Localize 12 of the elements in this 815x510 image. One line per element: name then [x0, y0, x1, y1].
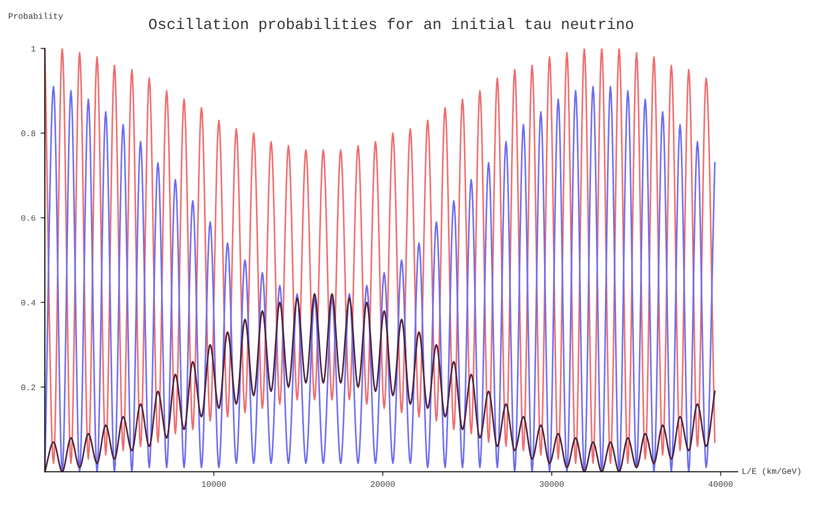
chart-title: Oscillation probabilities for an initial tau neutrino	[148, 18, 634, 32]
y-tick-label: 0.6	[21, 215, 36, 221]
y-tick-label: 1	[31, 46, 36, 52]
y-tick-label: 0.8	[21, 130, 36, 136]
x-tick-label: 40000	[708, 481, 733, 487]
x-tick-label: 30000	[540, 481, 564, 487]
y-tick-label: 0.4	[21, 300, 36, 306]
y-axis-title: Probability	[8, 12, 63, 21]
x-axis-title: L/E (km/GeV)	[742, 468, 800, 476]
x-tick-label: 10000	[202, 481, 226, 487]
y-tick-label: 0.2	[21, 384, 36, 390]
x-tick-label: 20000	[370, 481, 395, 487]
